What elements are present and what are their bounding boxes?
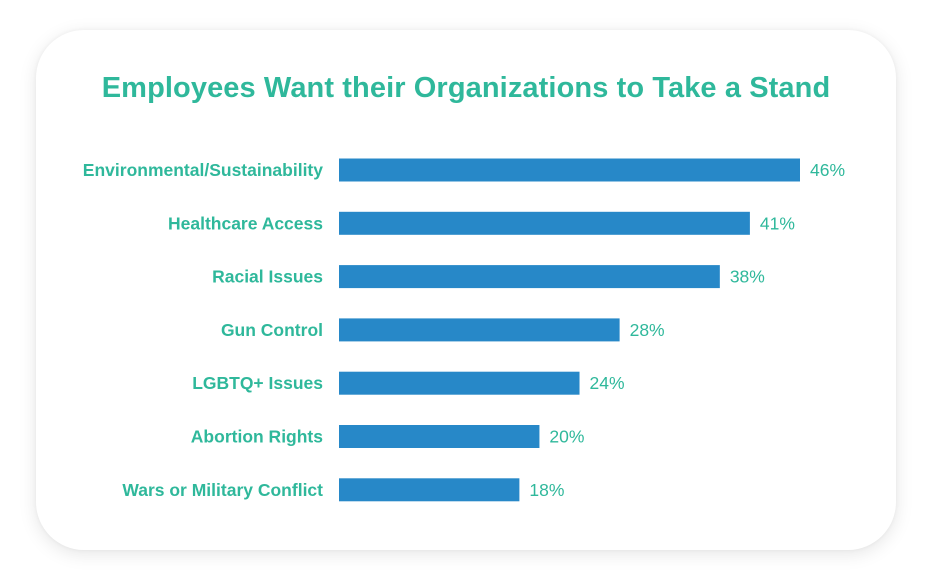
bar — [339, 425, 540, 448]
category-label: Racial Issues — [212, 267, 323, 287]
chart-card — [36, 30, 896, 550]
bar — [339, 371, 580, 395]
category-label: Abortion Rights — [191, 427, 323, 447]
category-label: Healthcare Access — [168, 213, 323, 233]
category-label: Environmental/Sustainability — [83, 160, 323, 180]
value-label: 38% — [730, 267, 765, 287]
bar — [339, 265, 720, 289]
category-label: LGBTQ+ Issues — [192, 373, 323, 393]
bar — [339, 318, 620, 342]
value-label: 41% — [760, 213, 795, 233]
bar — [339, 478, 520, 502]
category-label: Gun Control — [221, 320, 323, 340]
value-label: 28% — [630, 320, 665, 340]
bar — [339, 158, 800, 182]
value-label: 46% — [810, 160, 845, 180]
value-label: 18% — [529, 480, 564, 500]
chart-title: Employees Want their Organizations to Ta… — [101, 72, 831, 104]
value-label: 24% — [590, 373, 625, 393]
bar — [339, 211, 750, 235]
category-label: Wars or Military Conflict — [122, 480, 323, 500]
value-label: 20% — [549, 427, 584, 447]
